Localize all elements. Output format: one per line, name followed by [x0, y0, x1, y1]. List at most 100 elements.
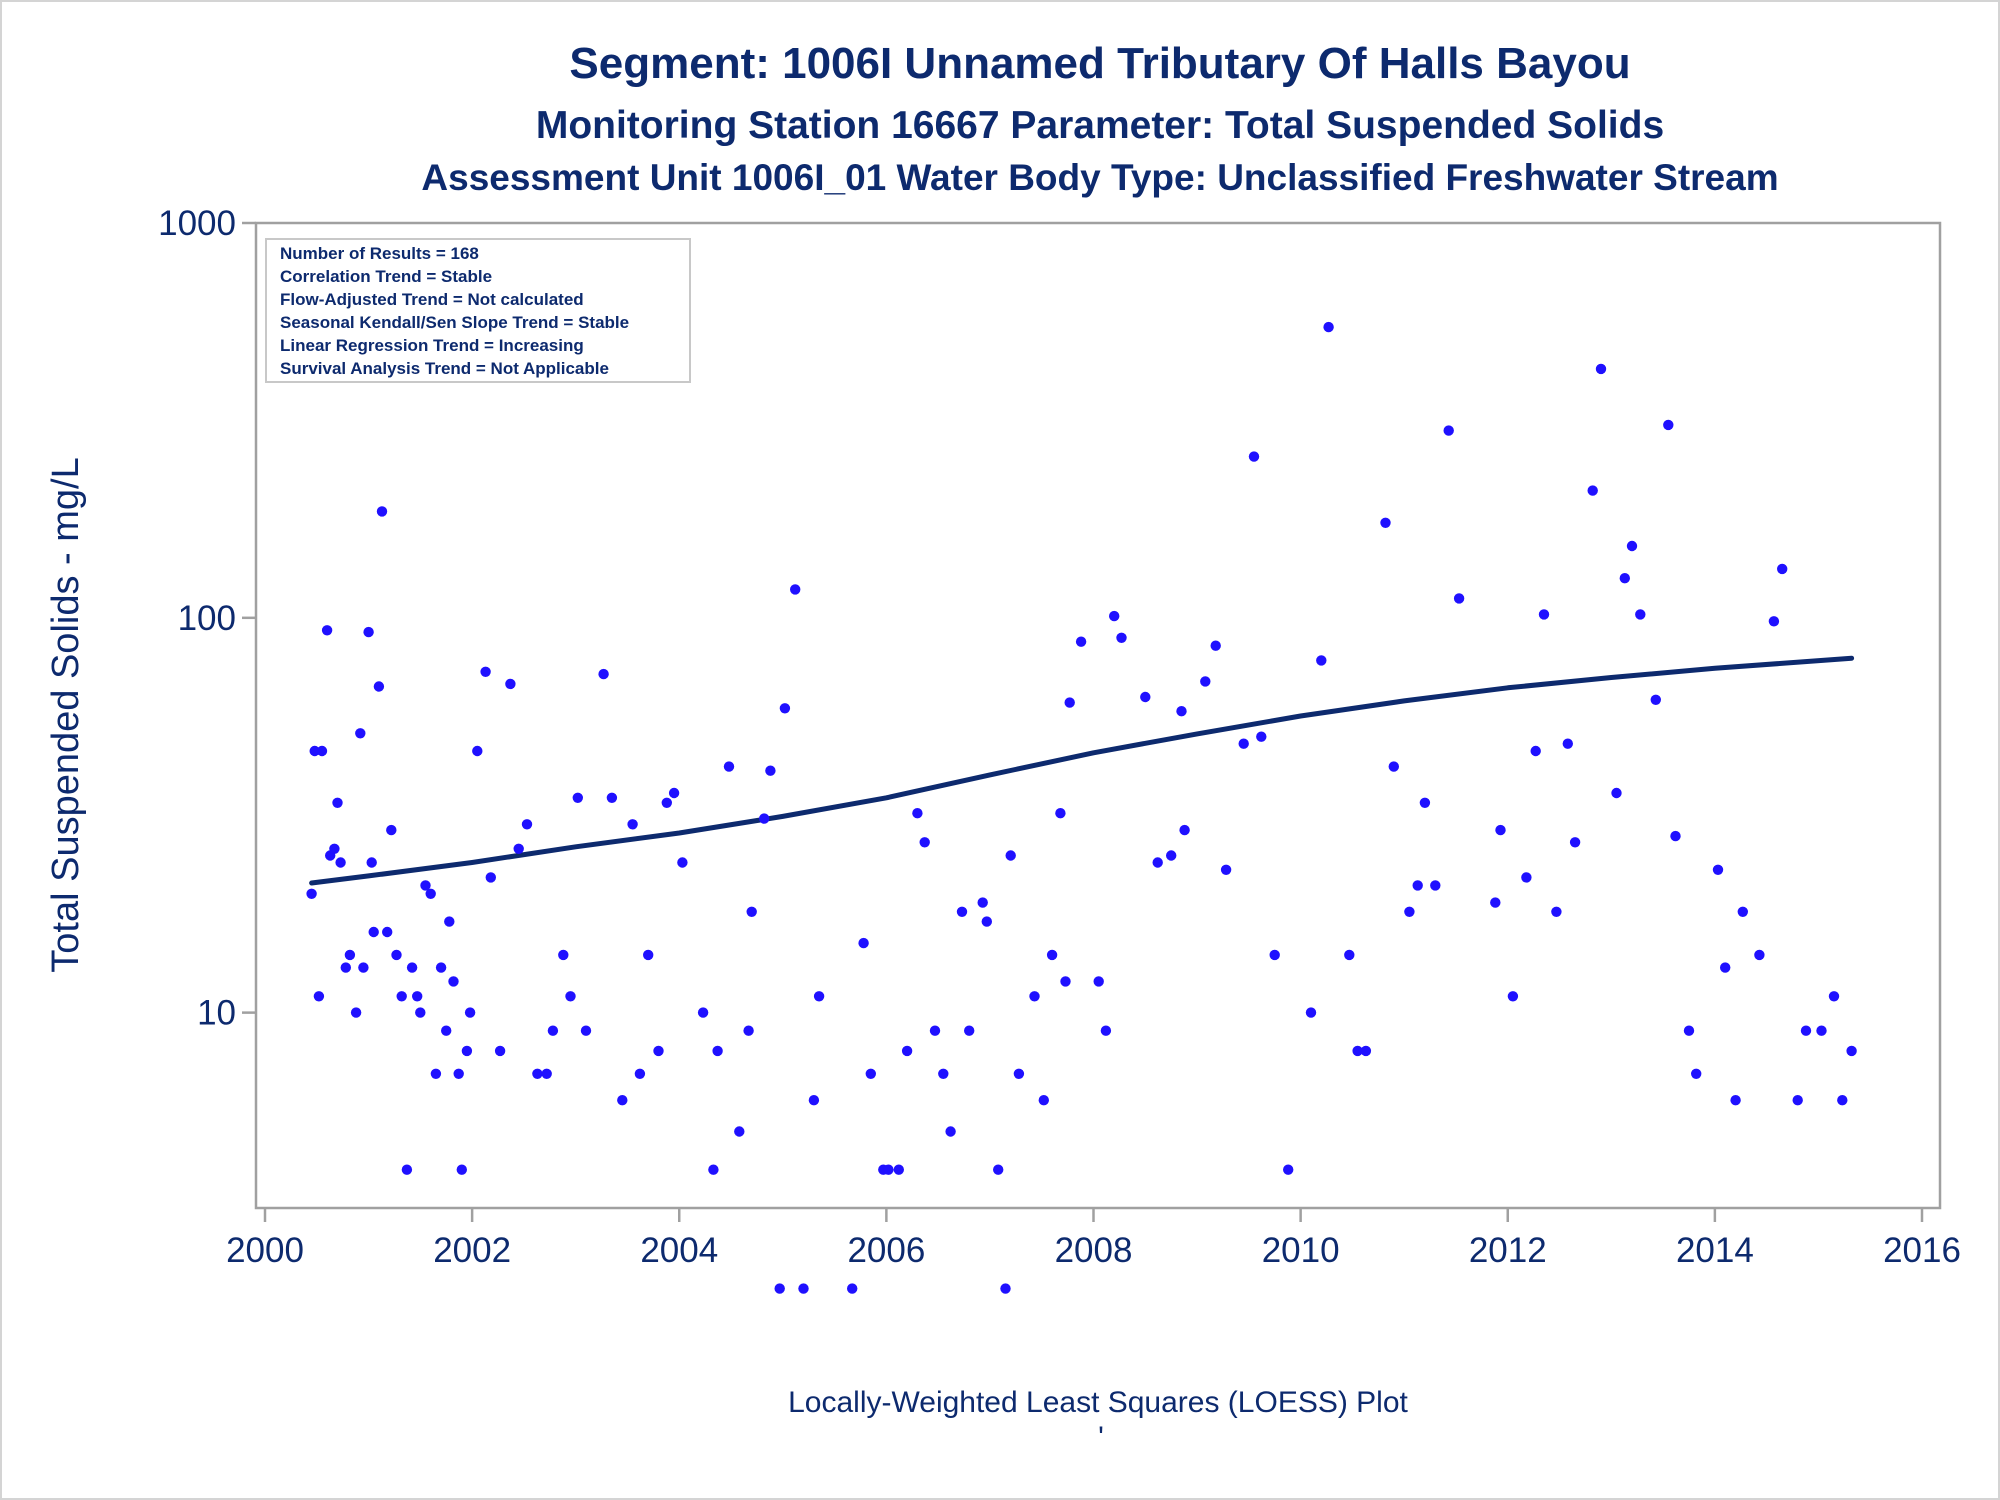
data-point: [472, 745, 483, 757]
data-point: [1055, 808, 1066, 819]
data-point: [981, 916, 992, 927]
data-point: [401, 1164, 413, 1175]
x-tick-label-2016: 2016: [1883, 1231, 1961, 1270]
data-point: [1619, 573, 1631, 584]
data-point: [456, 1164, 467, 1175]
data-point: [358, 962, 369, 973]
x-tick-label-2010: 2010: [1262, 1231, 1340, 1270]
stats-seasonal-kendall-trend: Seasonal Kendall/Sen Slope Trend = Stabl…: [280, 313, 629, 332]
data-points-layer: [306, 321, 1857, 1294]
data-point: [1712, 864, 1724, 875]
data-point: [572, 792, 583, 803]
data-point: [1521, 872, 1532, 883]
data-point: [425, 888, 436, 899]
data-point: [929, 1025, 941, 1036]
data-point: [1430, 880, 1441, 891]
data-point: [746, 906, 757, 917]
data-point: [901, 1045, 913, 1057]
plot-area: [254, 221, 1942, 1210]
data-point: [1816, 1025, 1827, 1036]
data-point: [765, 765, 776, 776]
footnote: Locally-Weighted Least Squares (LOESS) P…: [788, 1386, 1408, 1419]
data-point: [1210, 640, 1221, 651]
data-point: [919, 837, 930, 848]
data-point: [1837, 1095, 1848, 1106]
data-point: [1530, 745, 1541, 757]
data-point: [461, 1045, 473, 1057]
data-point: [505, 678, 516, 690]
stats-survival-analysis-trend: Survival Analysis Trend = Not Applicable: [280, 359, 609, 378]
data-point: [1595, 363, 1607, 375]
chart-subtitle-1: Monitoring Station 16667 Parameter: Tota…: [536, 104, 1664, 147]
data-point: [774, 1283, 785, 1294]
x-tick-label-2002: 2002: [433, 1231, 511, 1270]
data-point: [1720, 962, 1731, 973]
data-point: [406, 962, 418, 973]
data-point: [956, 906, 968, 917]
x-tick-label-2000: 2000: [226, 1231, 304, 1270]
data-point: [1220, 864, 1232, 875]
data-point: [743, 1025, 754, 1036]
data-point: [513, 843, 524, 854]
data-point: [1562, 738, 1574, 749]
data-point: [847, 1283, 858, 1294]
data-point: [808, 1095, 820, 1106]
data-point: [1611, 787, 1622, 799]
data-point: [350, 1007, 362, 1018]
data-point: [1093, 976, 1104, 987]
data-point: [883, 1164, 894, 1175]
data-point: [1046, 949, 1058, 961]
data-point: [1013, 1068, 1025, 1080]
data-point: [1200, 676, 1211, 687]
data-point: [1792, 1095, 1803, 1106]
data-point: [598, 668, 609, 680]
data-point: [1404, 906, 1415, 917]
data-point: [1768, 616, 1780, 627]
data-point: [668, 787, 680, 799]
data-point: [1495, 824, 1506, 836]
y-axis-label: Total Suspended Solids - mg/L: [45, 457, 87, 972]
data-point: [977, 897, 988, 908]
data-point: [313, 991, 325, 1002]
data-point: [321, 625, 333, 636]
data-point: [606, 792, 618, 803]
data-point: [1538, 609, 1550, 620]
data-point: [1754, 949, 1765, 961]
data-point: [580, 1025, 592, 1036]
loess-trend-layer: [309, 655, 1855, 886]
data-point: [373, 681, 385, 692]
data-point: [1650, 694, 1662, 705]
data-point: [464, 1007, 476, 1018]
stats-correlation-trend: Correlation Trend = Stable: [280, 267, 492, 286]
data-point: [1569, 837, 1581, 848]
data-point: [1846, 1045, 1857, 1057]
data-point: [723, 761, 735, 772]
data-point: [1064, 697, 1075, 708]
data-point: [1116, 632, 1127, 643]
data-point: [355, 728, 366, 739]
data-point: [1352, 1045, 1363, 1057]
data-point: [1176, 706, 1187, 717]
data-point: [1730, 1095, 1741, 1106]
data-point: [1100, 1025, 1112, 1036]
data-point: [340, 962, 351, 973]
stats-number-of-results: Number of Results = 168: [280, 244, 479, 263]
data-point: [1626, 540, 1638, 552]
y-axis: 10 100 1000: [158, 204, 256, 1033]
data-point: [1323, 321, 1334, 333]
data-point: [1269, 949, 1280, 961]
data-point: [565, 991, 576, 1002]
y-tick-label-10: 10: [197, 994, 236, 1033]
data-point: [1443, 425, 1454, 436]
data-point: [430, 1068, 442, 1080]
data-point: [441, 1025, 452, 1036]
data-point: [1038, 1095, 1050, 1106]
data-point: [532, 1068, 543, 1080]
data-point: [396, 991, 407, 1002]
data-point: [412, 991, 423, 1002]
data-point: [332, 797, 343, 808]
data-point: [316, 745, 328, 757]
data-point: [1166, 850, 1177, 861]
data-point: [306, 888, 317, 899]
data-point: [1663, 419, 1674, 431]
